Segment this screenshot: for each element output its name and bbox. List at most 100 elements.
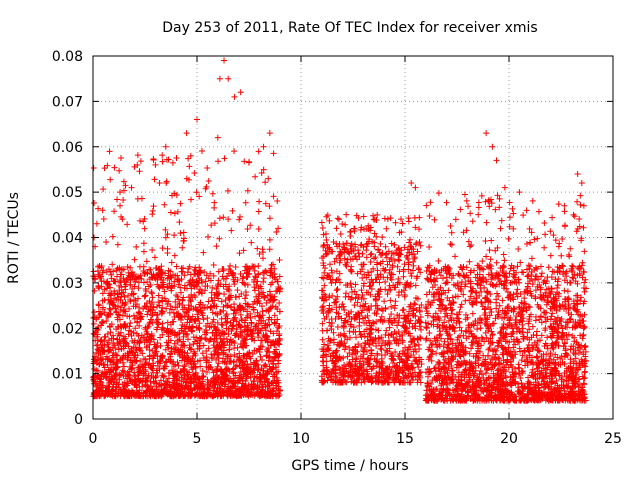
- data-point: [249, 351, 256, 358]
- data-point: [243, 336, 250, 343]
- data-point: [91, 309, 98, 316]
- data-point: [169, 159, 176, 166]
- data-point: [103, 238, 110, 245]
- data-point: [114, 392, 121, 399]
- data-point: [120, 197, 127, 204]
- data-point: [209, 309, 216, 316]
- data-point: [192, 294, 199, 301]
- data-point: [104, 341, 111, 348]
- data-point: [149, 307, 156, 314]
- data-point: [99, 304, 106, 311]
- data-point: [251, 278, 258, 285]
- data-point: [234, 287, 241, 294]
- data-point: [227, 294, 234, 301]
- data-point: [169, 192, 176, 199]
- data-point: [237, 270, 244, 277]
- data-point: [242, 317, 249, 324]
- data-point: [214, 290, 221, 297]
- data-point: [242, 342, 249, 349]
- data-point: [100, 215, 107, 222]
- data-point: [215, 268, 222, 275]
- data-point: [260, 166, 267, 173]
- data-point: [121, 308, 128, 315]
- data-point: [179, 354, 186, 361]
- data-point: [164, 319, 171, 326]
- data-point: [160, 364, 167, 371]
- data-point: [163, 339, 170, 346]
- data-point: [196, 340, 203, 347]
- data-point: [252, 273, 259, 280]
- data-point: [275, 324, 282, 331]
- data-point: [248, 239, 255, 246]
- data-point: [171, 252, 178, 259]
- data-point: [256, 371, 263, 378]
- data-point: [126, 305, 133, 312]
- data-point: [242, 289, 249, 296]
- data-point: [90, 330, 97, 337]
- data-point: [216, 308, 223, 315]
- data-point: [143, 343, 150, 350]
- data-point: [144, 311, 151, 318]
- data-point: [247, 222, 254, 229]
- data-point: [227, 262, 234, 269]
- data-point: [245, 159, 252, 166]
- data-point: [236, 350, 243, 357]
- data-point: [196, 320, 203, 327]
- data-point: [250, 263, 257, 270]
- data-point: [194, 311, 201, 318]
- data-point: [149, 207, 156, 214]
- data-point: [255, 226, 262, 233]
- data-point: [200, 316, 207, 323]
- data-point: [135, 285, 142, 292]
- data-point: [167, 285, 174, 292]
- data-point: [181, 376, 188, 383]
- data-point: [215, 295, 222, 302]
- data-point: [140, 240, 147, 247]
- data-point: [108, 364, 115, 371]
- data-point: [214, 376, 221, 383]
- data-point: [128, 365, 135, 372]
- data-point: [251, 284, 258, 291]
- data-point: [134, 152, 141, 159]
- data-point: [234, 353, 241, 360]
- data-point: [121, 368, 128, 375]
- data-point: [104, 162, 111, 169]
- data-point: [159, 152, 166, 159]
- data-point: [108, 275, 115, 282]
- data-point: [141, 293, 148, 300]
- data-point: [259, 308, 266, 315]
- data-point: [250, 306, 257, 313]
- data-point: [237, 311, 244, 318]
- data-points: [90, 57, 589, 404]
- data-point: [273, 374, 280, 381]
- data-point: [240, 352, 247, 359]
- data-point: [229, 269, 236, 276]
- data-point: [95, 263, 102, 270]
- data-point: [221, 359, 228, 366]
- data-point: [273, 228, 280, 235]
- data-point: [255, 148, 262, 155]
- data-point: [210, 272, 217, 279]
- data-point: [269, 387, 276, 394]
- data-point: [122, 299, 129, 306]
- data-point: [226, 338, 233, 345]
- data-point: [90, 268, 97, 275]
- data-point: [259, 246, 266, 253]
- data-point: [241, 337, 248, 344]
- data-point: [203, 272, 210, 279]
- data-point: [150, 155, 157, 162]
- data-point: [207, 270, 214, 277]
- data-point: [236, 302, 243, 309]
- data-point: [164, 245, 171, 252]
- data-point: [250, 359, 257, 366]
- data-point: [147, 281, 154, 288]
- data-point: [254, 309, 261, 316]
- data-point: [128, 332, 135, 339]
- data-point: [208, 294, 215, 301]
- data-point: [90, 320, 97, 327]
- data-point: [247, 374, 254, 381]
- data-point: [258, 170, 265, 177]
- data-point: [159, 320, 166, 327]
- data-point: [113, 356, 120, 363]
